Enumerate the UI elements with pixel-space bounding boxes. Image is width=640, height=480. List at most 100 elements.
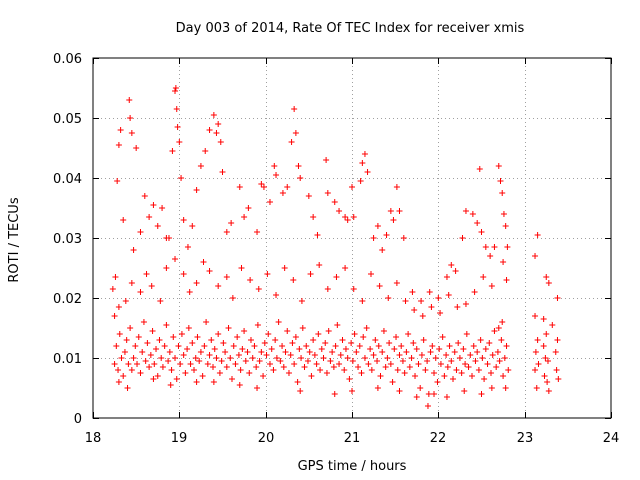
data-point: [387, 208, 394, 214]
data-point: [273, 172, 280, 178]
data-point: [128, 280, 135, 286]
data-point: [306, 349, 313, 355]
data-point: [146, 214, 153, 220]
data-point: [284, 328, 291, 334]
data-point: [545, 388, 552, 394]
data-point: [463, 331, 470, 337]
data-point: [143, 271, 150, 277]
data-point: [277, 358, 284, 364]
data-point: [431, 391, 438, 397]
data-point: [491, 244, 498, 250]
data-point: [364, 169, 371, 175]
data-point: [390, 217, 397, 223]
data-point: [196, 358, 203, 364]
data-point: [455, 340, 462, 346]
data-point: [124, 385, 131, 391]
data-point: [175, 343, 182, 349]
data-point: [167, 382, 174, 388]
data-point: [180, 352, 187, 358]
data-point: [120, 373, 127, 379]
data-point: [367, 271, 374, 277]
data-point: [249, 355, 256, 361]
data-point: [370, 352, 377, 358]
data-point: [361, 355, 368, 361]
data-point: [120, 217, 127, 223]
data-point: [451, 349, 458, 355]
data-point: [251, 343, 258, 349]
data-point: [353, 349, 360, 355]
data-point: [184, 346, 191, 352]
data-point: [290, 277, 297, 283]
data-point: [215, 283, 222, 289]
data-point: [454, 304, 461, 310]
y-tick-label: 0.01: [53, 352, 82, 367]
data-point: [223, 364, 230, 370]
data-point: [297, 388, 304, 394]
data-point: [109, 286, 116, 292]
data-point: [166, 349, 173, 355]
data-point: [241, 214, 248, 220]
data-point: [241, 328, 248, 334]
data-point: [142, 358, 149, 364]
data-point: [342, 214, 349, 220]
data-point: [413, 394, 420, 400]
data-point: [223, 229, 230, 235]
data-point: [163, 322, 170, 328]
data-point: [471, 289, 478, 295]
data-point: [176, 139, 183, 145]
data-point: [500, 373, 507, 379]
data-point: [358, 370, 365, 376]
data-point: [544, 358, 551, 364]
data-point: [470, 343, 477, 349]
data-point: [405, 331, 412, 337]
data-point: [272, 337, 279, 343]
data-point: [115, 367, 122, 373]
data-point: [265, 331, 272, 337]
data-point: [387, 361, 394, 367]
data-point: [482, 244, 489, 250]
data-point: [180, 217, 187, 223]
data-point: [325, 328, 332, 334]
data-point: [445, 292, 452, 298]
data-point: [488, 283, 495, 289]
data-point: [495, 325, 502, 331]
data-point: [534, 337, 541, 343]
data-point: [206, 127, 213, 133]
data-point: [372, 337, 379, 343]
data-point: [229, 295, 236, 301]
data-point: [151, 361, 158, 367]
x-tick-label: 23: [517, 431, 534, 446]
data-point: [456, 355, 463, 361]
data-point: [502, 223, 509, 229]
data-point: [418, 298, 425, 304]
data-point: [200, 259, 207, 265]
data-point: [349, 358, 356, 364]
x-tick-label: 22: [430, 431, 447, 446]
data-point: [317, 367, 324, 373]
data-point: [159, 364, 166, 370]
data-point: [342, 265, 349, 271]
data-point: [211, 346, 218, 352]
data-point: [418, 352, 425, 358]
data-point: [331, 391, 338, 397]
data-point: [295, 163, 302, 169]
data-point: [210, 112, 217, 118]
data-point: [137, 229, 144, 235]
data-point: [254, 322, 261, 328]
data-point: [322, 340, 329, 346]
data-point: [415, 361, 422, 367]
data-point: [149, 328, 156, 334]
data-point: [377, 373, 384, 379]
data-point: [127, 115, 134, 121]
data-point: [474, 349, 481, 355]
data-point: [462, 208, 469, 214]
data-point: [172, 256, 179, 262]
data-point: [310, 214, 317, 220]
data-point: [413, 346, 420, 352]
data-point: [382, 364, 389, 370]
data-point: [479, 355, 486, 361]
data-point: [215, 121, 222, 127]
data-point: [266, 361, 273, 367]
data-point: [296, 346, 303, 352]
data-point: [441, 373, 448, 379]
